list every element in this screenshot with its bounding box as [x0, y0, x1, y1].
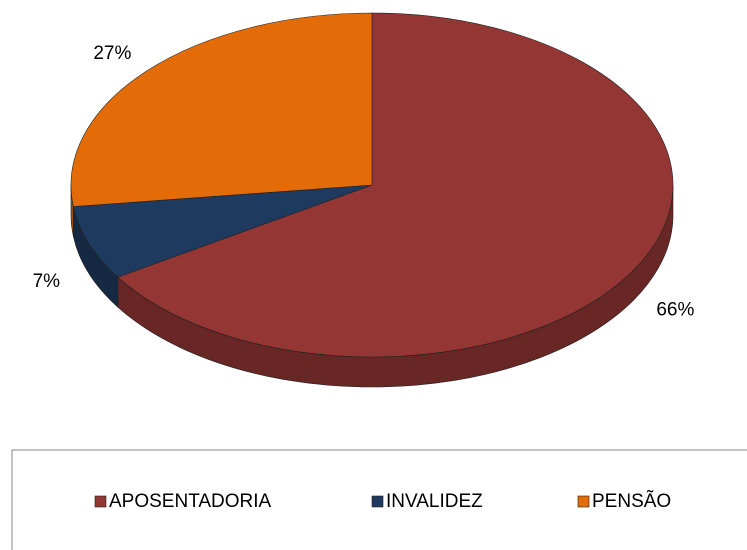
data-label: 7% [33, 271, 61, 292]
legend-label: INVALIDEZ [386, 491, 483, 512]
pie-slice [70, 12, 373, 207]
pie-slice [117, 12, 674, 358]
pie-slice [73, 184, 373, 278]
data-label: 66% [656, 299, 694, 320]
legend-label: PENSÃO [592, 490, 671, 512]
data-label: 27% [93, 43, 131, 64]
legend-swatch [371, 495, 384, 508]
legend-label: APOSENTADORIA [109, 491, 272, 512]
legend-swatch [94, 495, 107, 508]
legend-swatch [577, 495, 590, 508]
